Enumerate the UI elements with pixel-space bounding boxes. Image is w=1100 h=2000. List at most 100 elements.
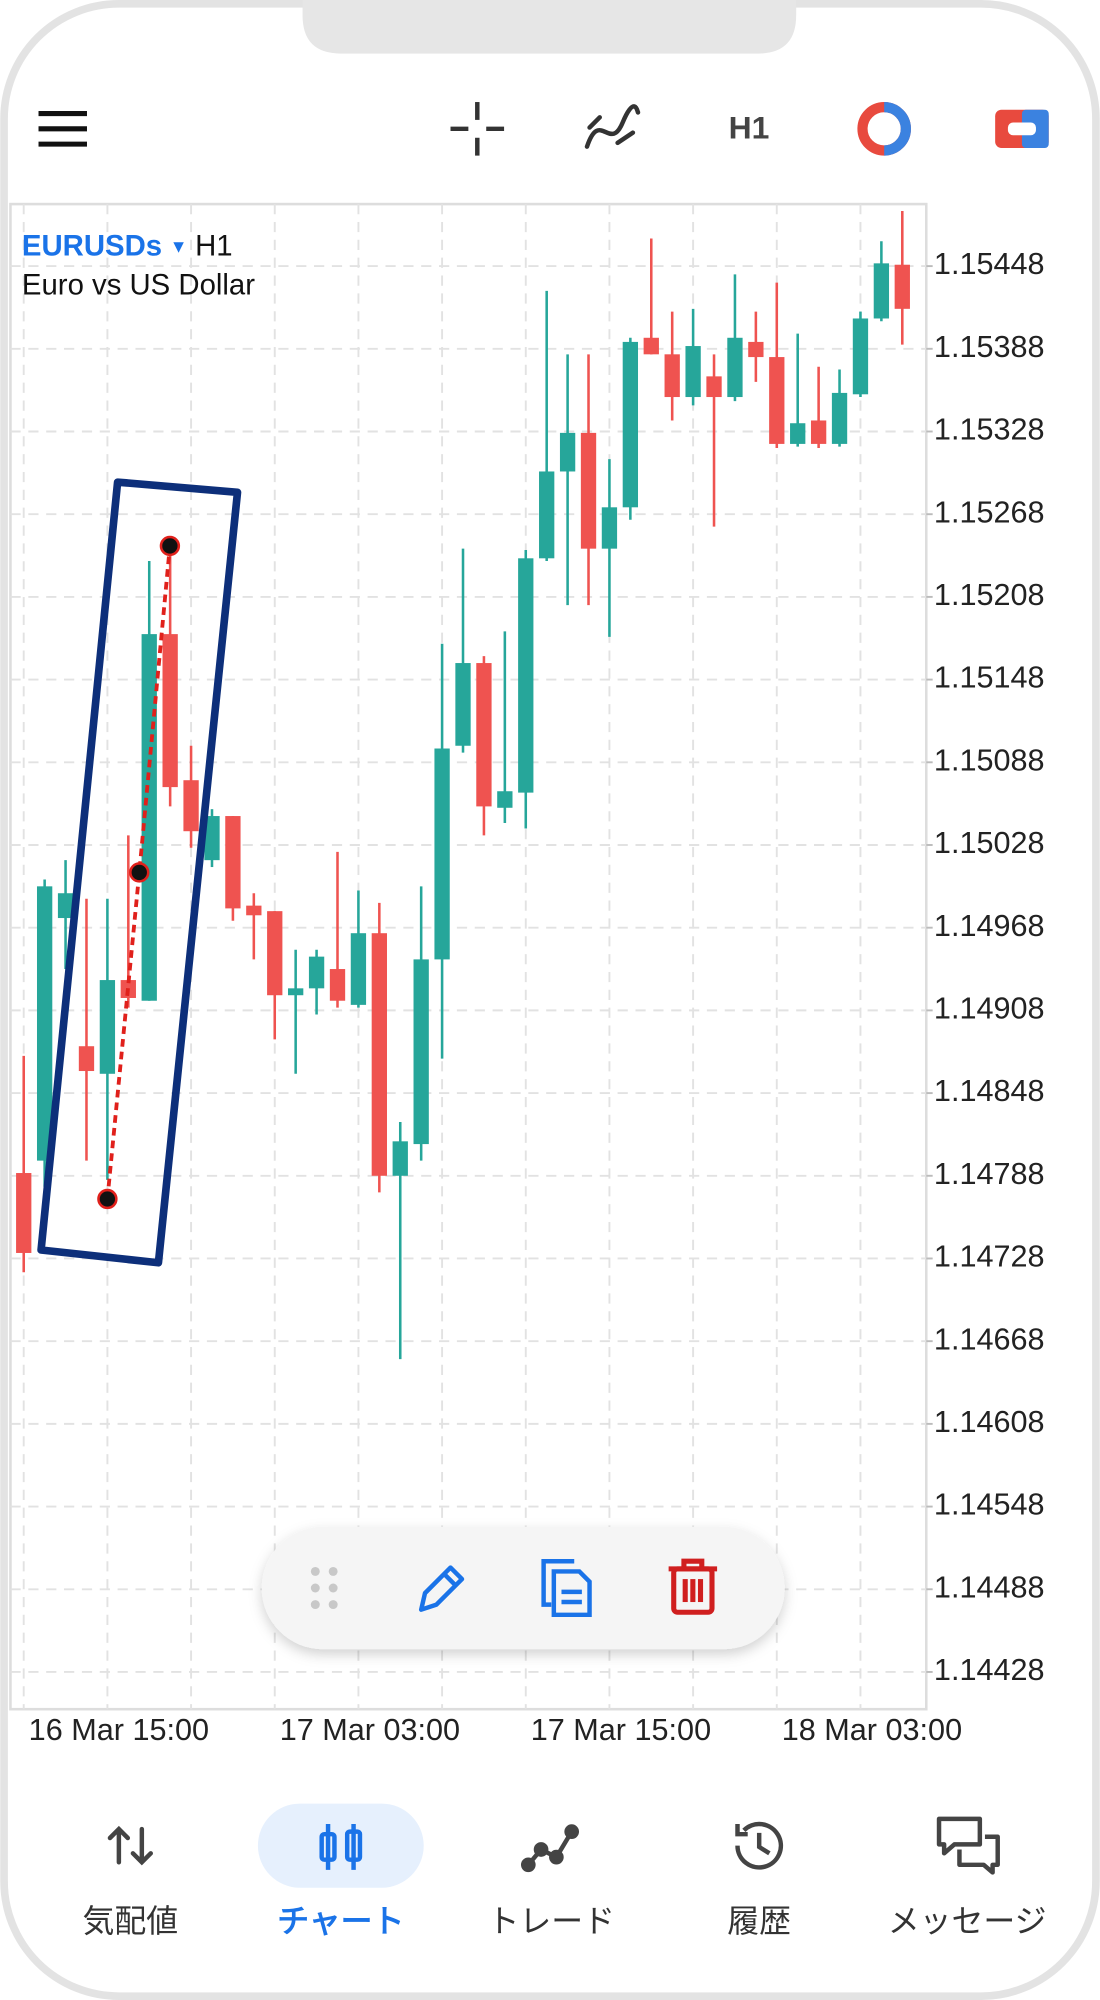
nav-label[interactable]: 履歴 [727, 1903, 791, 1939]
candle-body [225, 816, 241, 909]
candle-body [539, 471, 555, 559]
candle-body [57, 893, 74, 919]
y-tick-label: 1.15028 [934, 826, 1045, 860]
candle-body [810, 420, 827, 444]
candle-body [183, 780, 199, 832]
candle-body [873, 263, 890, 319]
quotes-icon[interactable] [107, 1825, 153, 1866]
candle-body [706, 376, 722, 398]
timeframe-button[interactable]: H1 [729, 110, 770, 146]
y-tick-label: 1.15448 [934, 247, 1045, 281]
candle-body [601, 507, 618, 549]
chart-icon[interactable] [319, 1823, 363, 1870]
candle-body [99, 980, 116, 1074]
delete-button[interactable] [668, 1558, 718, 1615]
y-tick-label: 1.14428 [934, 1653, 1045, 1687]
candle-body [476, 663, 492, 807]
edit-button[interactable] [418, 1565, 465, 1612]
chart: 1.15448 1.15388 1.15328 1.15268 1.15208 1.151… [9, 202, 1045, 1747]
messages-icon[interactable] [936, 1816, 1000, 1875]
candle-body [36, 886, 53, 1161]
y-tick-label: 1.14668 [934, 1322, 1045, 1356]
active-pill [257, 1803, 424, 1888]
candle-body [727, 337, 743, 398]
symbol-description: Euro vs US Dollar [22, 269, 255, 302]
y-tick-label: 1.15208 [934, 578, 1045, 612]
bottom-nav: 気配値 チャート トレード 履歴 メッセージ [83, 1803, 1047, 1939]
y-tick-label: 1.14488 [934, 1570, 1045, 1604]
candle-body [413, 959, 429, 1145]
candle-body [559, 432, 576, 472]
candle-body [497, 791, 513, 808]
y-tick-label: 1.14968 [934, 909, 1045, 943]
y-tick-label: 1.15328 [934, 413, 1045, 447]
candle-body [643, 337, 659, 355]
copy-button[interactable] [541, 1558, 592, 1618]
candle-body [518, 558, 534, 793]
x-tick-label: 18 Mar 03:00 [782, 1713, 962, 1747]
nav-label[interactable]: 気配値 [83, 1903, 179, 1939]
plot-area [9, 202, 928, 1711]
candle-body [580, 432, 597, 549]
candle-body [329, 969, 346, 1001]
top-toolbar: H1 [38, 102, 1049, 156]
candle-body [790, 423, 806, 444]
y-tick-label: 1.15268 [934, 495, 1045, 529]
legend-timeframe: H1 [195, 229, 233, 262]
trade-toggle-button[interactable] [995, 109, 1049, 148]
y-tick-label: 1.14848 [934, 1074, 1045, 1108]
history-icon[interactable] [735, 1821, 784, 1870]
notch [302, 0, 797, 54]
drag-handle[interactable] [310, 1566, 338, 1610]
y-tick-label: 1.14548 [934, 1488, 1045, 1522]
clock-button[interactable] [857, 102, 911, 156]
chart-legend: EURUSDs ▼ H1 [22, 229, 233, 262]
candle-body [748, 341, 764, 358]
candle-body [434, 748, 450, 960]
nav-label[interactable]: トレード [488, 1903, 616, 1939]
candle-body [622, 341, 639, 508]
x-tick-label: 17 Mar 03:00 [280, 1713, 460, 1747]
y-tick-label: 1.15148 [934, 661, 1045, 695]
y-tick-label: 1.14788 [934, 1157, 1045, 1191]
candle-body [769, 357, 785, 444]
candle-body [664, 354, 680, 398]
candle-body [350, 933, 367, 1005]
toolbar-pill [261, 1526, 785, 1650]
candle-body [392, 1141, 408, 1176]
candle-body [204, 816, 220, 861]
menu-button[interactable] [38, 110, 87, 147]
candle-body [16, 1173, 32, 1253]
candle-body [894, 264, 910, 309]
x-tick-label: 16 Mar 15:00 [29, 1713, 209, 1747]
nav-label[interactable]: メッセージ [888, 1903, 1047, 1939]
y-tick-label: 1.15388 [934, 330, 1045, 364]
candle-body [308, 956, 325, 989]
candle-body [831, 392, 848, 444]
candle-body [78, 1046, 95, 1072]
x-tick-label: 17 Mar 15:00 [531, 1713, 711, 1747]
object-toolbar [261, 1526, 785, 1650]
nav-label[interactable]: チャート [277, 1903, 404, 1939]
candle-body [162, 634, 178, 788]
crosshair-button[interactable] [450, 102, 505, 156]
axes: 1.15448 1.15388 1.15328 1.15268 1.15208 1.151… [29, 247, 1045, 1747]
y-tick-label: 1.14608 [934, 1405, 1045, 1439]
symbol[interactable]: EURUSDs [22, 229, 162, 262]
trade-icon[interactable] [520, 1824, 580, 1873]
candle-body [852, 318, 869, 395]
y-tick-label: 1.14728 [934, 1240, 1045, 1274]
candle-body [246, 905, 262, 916]
candle-body [267, 911, 283, 996]
candles [16, 210, 910, 1360]
y-tick-label: 1.14908 [934, 991, 1045, 1025]
indicator-button[interactable] [584, 104, 641, 149]
candle-body [288, 988, 304, 996]
drawing-object[interactable] [37, 478, 242, 1267]
candle-body [685, 346, 701, 398]
candle-body [371, 933, 387, 1176]
candle-body [455, 663, 471, 746]
